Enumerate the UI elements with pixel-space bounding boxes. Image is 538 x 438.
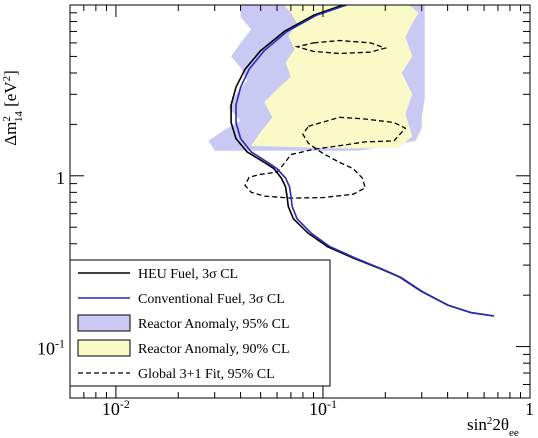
legend: HEU Fuel, 3σ CL Conventional Fuel, 3σ CL… bbox=[69, 259, 331, 387]
ticks-layer bbox=[69, 4, 531, 399]
y-tick-label-1: 1 bbox=[56, 168, 65, 188]
x-tick-label-1: 10-1 bbox=[309, 397, 337, 419]
region-1 bbox=[251, 5, 419, 149]
legend-swatch-2 bbox=[77, 314, 131, 332]
legend-swatches bbox=[77, 272, 131, 374]
x-tick-label-2: 1 bbox=[525, 399, 534, 419]
legend-label-1: Conventional Fuel, 3σ CL bbox=[138, 292, 285, 307]
y-tick-label-0: 10-1 bbox=[37, 337, 65, 359]
legend-label-2: Reactor Anomaly, 95% CL bbox=[138, 317, 290, 332]
x-tick-label-0: 10-2 bbox=[102, 397, 130, 419]
legend-label-0: HEU Fuel, 3σ CL bbox=[138, 267, 238, 282]
global-fit-contour-1 bbox=[244, 116, 407, 199]
legend-label-3: Reactor Anomaly, 90% CL bbox=[138, 342, 290, 357]
legend-swatch-3 bbox=[77, 339, 131, 357]
contours-layer bbox=[244, 39, 407, 199]
legend-label-4: Global 3+1 Fit, 95% CL bbox=[138, 367, 275, 382]
plot-frame bbox=[69, 4, 531, 399]
y-axis-title: Δm214 [eV2] bbox=[1, 70, 25, 146]
regions-layer bbox=[208, 5, 425, 151]
x-axis-title: sin22θee bbox=[467, 415, 519, 438]
series-layer bbox=[230, 4, 495, 317]
global-fit-contour-0 bbox=[294, 39, 388, 55]
series-line-1 bbox=[235, 4, 495, 317]
